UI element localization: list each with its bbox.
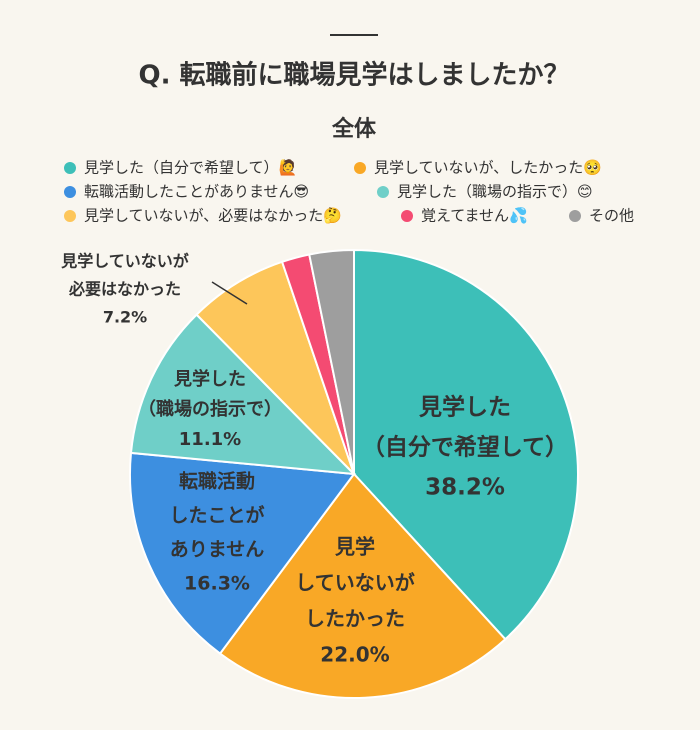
legend-swatch	[64, 210, 76, 222]
slice-label: 見学した	[173, 368, 246, 390]
pie-slice	[218, 472, 507, 699]
legend-label: 見学した（職場の指示で）😊	[397, 183, 593, 201]
legend-label: 見学していないが、必要はなかった🤔	[84, 207, 342, 225]
chart-subtitle: 全体	[331, 116, 377, 142]
slice-label: （自分で希望して）	[362, 434, 568, 461]
pie-slice	[308, 248, 355, 475]
slice-label: していないが	[295, 571, 414, 595]
slice-label: （職場の指示で）	[138, 398, 282, 420]
slice-label: したかった	[305, 607, 405, 631]
slice-label: 見学した	[419, 394, 511, 421]
legend-label: その他	[589, 207, 634, 225]
slice-value-label: 7.2%	[103, 308, 147, 327]
legend-swatch	[401, 210, 413, 222]
slice-label: 見学	[335, 535, 375, 559]
pie-slice	[195, 260, 355, 475]
slice-label: 転職活動	[179, 470, 255, 493]
slice-value-label: 11.1%	[179, 429, 241, 450]
slice-value-label: 38.2%	[425, 475, 505, 501]
legend-label: 見学した（自分で希望して）🙋	[84, 159, 297, 177]
slice-value-label: 22.0%	[320, 643, 389, 667]
slice-value-label: 16.3%	[184, 573, 250, 595]
legend-swatch	[64, 162, 76, 174]
slice-label: ありません	[170, 539, 264, 561]
slice-label: したことが	[169, 504, 264, 527]
legend-swatch	[569, 210, 581, 222]
pie-slice	[129, 451, 356, 655]
legend-swatch	[377, 186, 389, 198]
legend-swatch	[64, 186, 76, 198]
slice-label: 見学していないが	[60, 252, 189, 271]
pie-slice	[353, 248, 579, 641]
legend-label: 覚えてません💦	[421, 206, 528, 225]
slice-label: 必要はなかった	[68, 280, 181, 299]
chart-title: Q. 転職前に職場見学はしましたか？	[138, 60, 569, 91]
legend-label: 転職活動したことがありません😎	[84, 183, 309, 201]
legend-swatch	[354, 162, 366, 174]
legend-label: 見学していないが、したかった🥺	[374, 159, 602, 177]
pie-slice	[129, 313, 357, 476]
leader-line	[211, 281, 248, 305]
